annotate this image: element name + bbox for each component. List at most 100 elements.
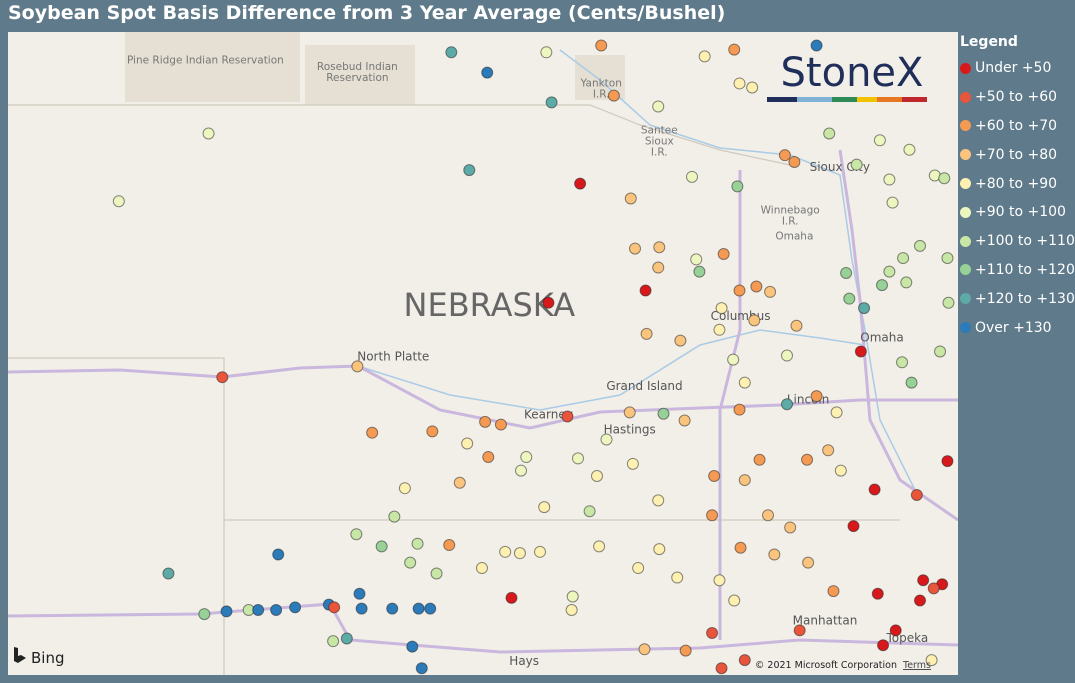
basis-point (903, 143, 916, 156)
basis-point (715, 302, 728, 315)
basis-point (871, 587, 884, 600)
place-label: Hays (509, 654, 539, 668)
basis-point (565, 604, 578, 617)
place-label: Reservation (326, 72, 388, 84)
logo-bar (832, 97, 857, 102)
basis-point (914, 239, 926, 252)
basis-point (270, 604, 283, 617)
basis-point (481, 66, 494, 79)
basis-point (784, 521, 797, 534)
basis-point (706, 509, 719, 522)
basis-point (738, 474, 751, 487)
basis-point (632, 562, 645, 575)
basis-point (534, 545, 546, 558)
logo: StoneX (767, 50, 927, 102)
legend-swatch (960, 206, 971, 218)
basis-point (762, 509, 774, 522)
basis-point (896, 356, 909, 369)
place-label: Omaha (860, 330, 903, 344)
basis-point (823, 127, 836, 140)
logo-bar (902, 97, 927, 102)
basis-point (778, 149, 791, 162)
basis-point (822, 444, 835, 457)
terms-link[interactable]: Terms (902, 660, 931, 671)
basis-point (674, 334, 687, 347)
basis-point (366, 426, 379, 439)
basis-point (790, 319, 803, 332)
basis-point (572, 452, 584, 465)
basis-point (942, 296, 955, 309)
place-label: Lincoln (787, 393, 830, 407)
basis-point (350, 528, 363, 541)
basis-point (917, 574, 930, 587)
basis-point (850, 158, 863, 171)
basis-point (727, 353, 740, 366)
place-label: Pine Ridge Indian Reservation (127, 54, 284, 66)
basis-point (640, 327, 653, 340)
place-label: Omaha (775, 230, 813, 242)
rivers (357, 49, 958, 521)
basis-point (112, 195, 125, 208)
basis-point (883, 265, 896, 278)
basis-point (731, 180, 744, 193)
legend-swatch (960, 322, 971, 334)
basis-point (406, 640, 419, 653)
legend-item: +90 to +100 (960, 198, 1075, 227)
basis-point (375, 540, 388, 553)
basis-point (202, 127, 215, 140)
basis-point (854, 345, 867, 358)
basis-point (781, 398, 793, 411)
basis-point (843, 292, 856, 305)
basis-point (624, 192, 637, 205)
legend-swatch (960, 62, 971, 74)
basis-point (513, 547, 526, 560)
basis-point (671, 571, 684, 584)
map: Pine Ridge Indian Reservation Rosebud Ind… (8, 32, 958, 675)
legend-item: +70 to +80 (960, 140, 1075, 169)
basis-point (252, 604, 265, 617)
place-label: Sioux (645, 136, 674, 148)
basis-point (910, 488, 923, 501)
basis-point (499, 545, 512, 558)
basis-point (802, 556, 815, 569)
basis-point (424, 602, 437, 615)
basis-point (430, 567, 443, 580)
basis-point (657, 407, 670, 420)
state-borders (8, 104, 900, 675)
basis-point (162, 567, 175, 580)
basis-point (706, 627, 719, 640)
basis-point (753, 453, 766, 466)
highway (718, 170, 742, 640)
basis-point (679, 644, 692, 657)
basis-point (914, 594, 926, 607)
basis-point (941, 455, 954, 468)
basis-point (793, 624, 806, 637)
legend-item: +80 to +90 (960, 169, 1075, 198)
place-label: I.R. (651, 147, 668, 159)
legend-swatch (960, 235, 971, 247)
basis-point (652, 494, 665, 507)
basis-point (653, 241, 666, 254)
points (112, 39, 955, 675)
basis-point (750, 280, 763, 293)
basis-point (443, 539, 456, 552)
logo-text: StoneX (781, 50, 924, 96)
basis-point (733, 284, 746, 297)
legend-title: Legend (960, 34, 1018, 50)
basis-point (715, 662, 728, 675)
legend-item: +120 to +130 (960, 284, 1075, 313)
legend-swatch (960, 293, 971, 305)
basis-point (686, 170, 698, 183)
highway (838, 149, 958, 522)
basis-point (623, 406, 636, 419)
basis-point (461, 437, 474, 450)
legend-item: +50 to +60 (960, 83, 1075, 112)
basis-point (220, 605, 233, 618)
basis-point (925, 654, 938, 667)
place-label: Hastings (604, 422, 656, 436)
legend-label: Under +50 (975, 60, 1052, 77)
basis-point (505, 591, 518, 604)
legend-item: +100 to +110 (960, 227, 1075, 256)
legend-swatch (960, 91, 971, 103)
